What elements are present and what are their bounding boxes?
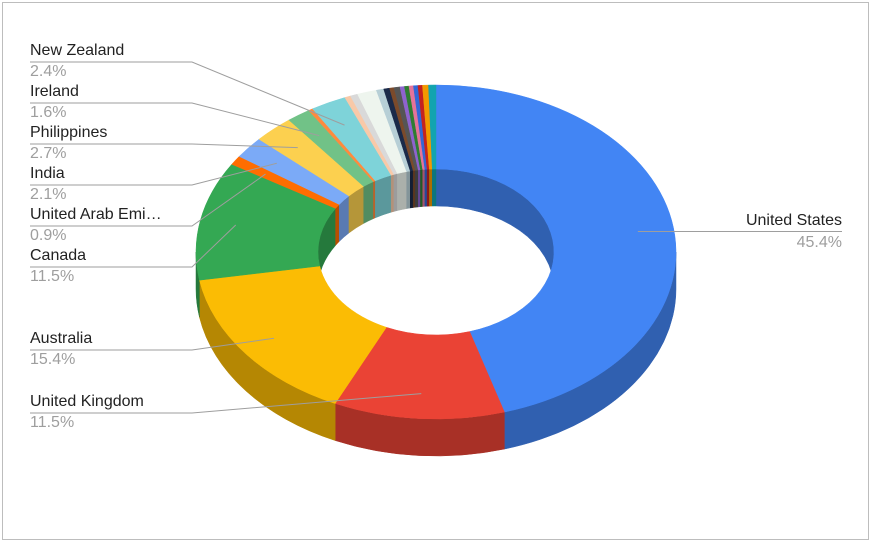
slice-value-label: 2.7% — [30, 145, 66, 162]
slice-inner-side — [412, 169, 416, 208]
slice-inner-side — [415, 169, 419, 208]
slice-label: United States — [746, 212, 842, 229]
slice-label: United Kingdom — [30, 393, 144, 410]
leader-line — [30, 224, 237, 268]
slice-label: Ireland — [30, 83, 79, 100]
slice-inner-side — [406, 170, 411, 209]
slice-inner-side — [375, 174, 392, 219]
slice-value-label: 11.5% — [30, 414, 74, 431]
slice-inner-side — [424, 168, 428, 207]
slice-inner-side — [390, 174, 395, 213]
slice-inner-side — [397, 171, 407, 211]
slice-inner-side — [422, 169, 426, 207]
slice-inner-side — [393, 173, 398, 212]
slice-label: India — [30, 165, 65, 182]
leader-line — [30, 393, 422, 414]
slice-inner-side — [363, 181, 374, 224]
slice-label: United Arab Emi… — [30, 206, 162, 223]
slice-inner-side — [335, 203, 340, 247]
slice-value-label: 2.1% — [30, 186, 66, 203]
leader-line — [30, 143, 298, 149]
slice-label: Canada — [30, 247, 86, 264]
slice-value-label: 2.4% — [30, 63, 66, 80]
slice-value-label: 1.6% — [30, 104, 66, 121]
slice-inner-side — [373, 180, 376, 220]
leader-line — [30, 162, 277, 186]
slice-label: New Zealand — [30, 42, 124, 59]
leader-line — [30, 61, 345, 126]
slice-value-label: 45.4% — [797, 234, 842, 251]
slice — [199, 265, 387, 404]
slice-label: Australia — [30, 330, 92, 347]
leader-line — [30, 173, 266, 227]
slice-inner-side — [410, 170, 414, 209]
slice-value-label: 15.4% — [30, 351, 75, 368]
slice-inner-side — [429, 168, 433, 207]
slice-inner-side — [418, 169, 421, 208]
slice-value-label: 11.5% — [30, 268, 74, 285]
slice-inner-side — [432, 168, 437, 207]
slice — [428, 84, 437, 170]
leader-line — [30, 102, 320, 137]
slice-inner-side — [420, 169, 423, 207]
slice-label: Philippines — [30, 124, 107, 141]
slice-value-label: 0.9% — [30, 227, 66, 244]
slice-inner-side — [426, 168, 430, 207]
leader-line — [30, 337, 275, 351]
